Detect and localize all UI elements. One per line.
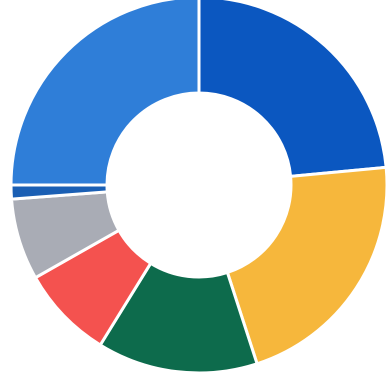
donut-slice-2 (225, 165, 386, 366)
donut-slice-7 (9, 0, 201, 187)
donut-slice-3 (98, 261, 259, 375)
donut-slice-1 (197, 0, 386, 178)
donut-slices (9, 0, 386, 375)
